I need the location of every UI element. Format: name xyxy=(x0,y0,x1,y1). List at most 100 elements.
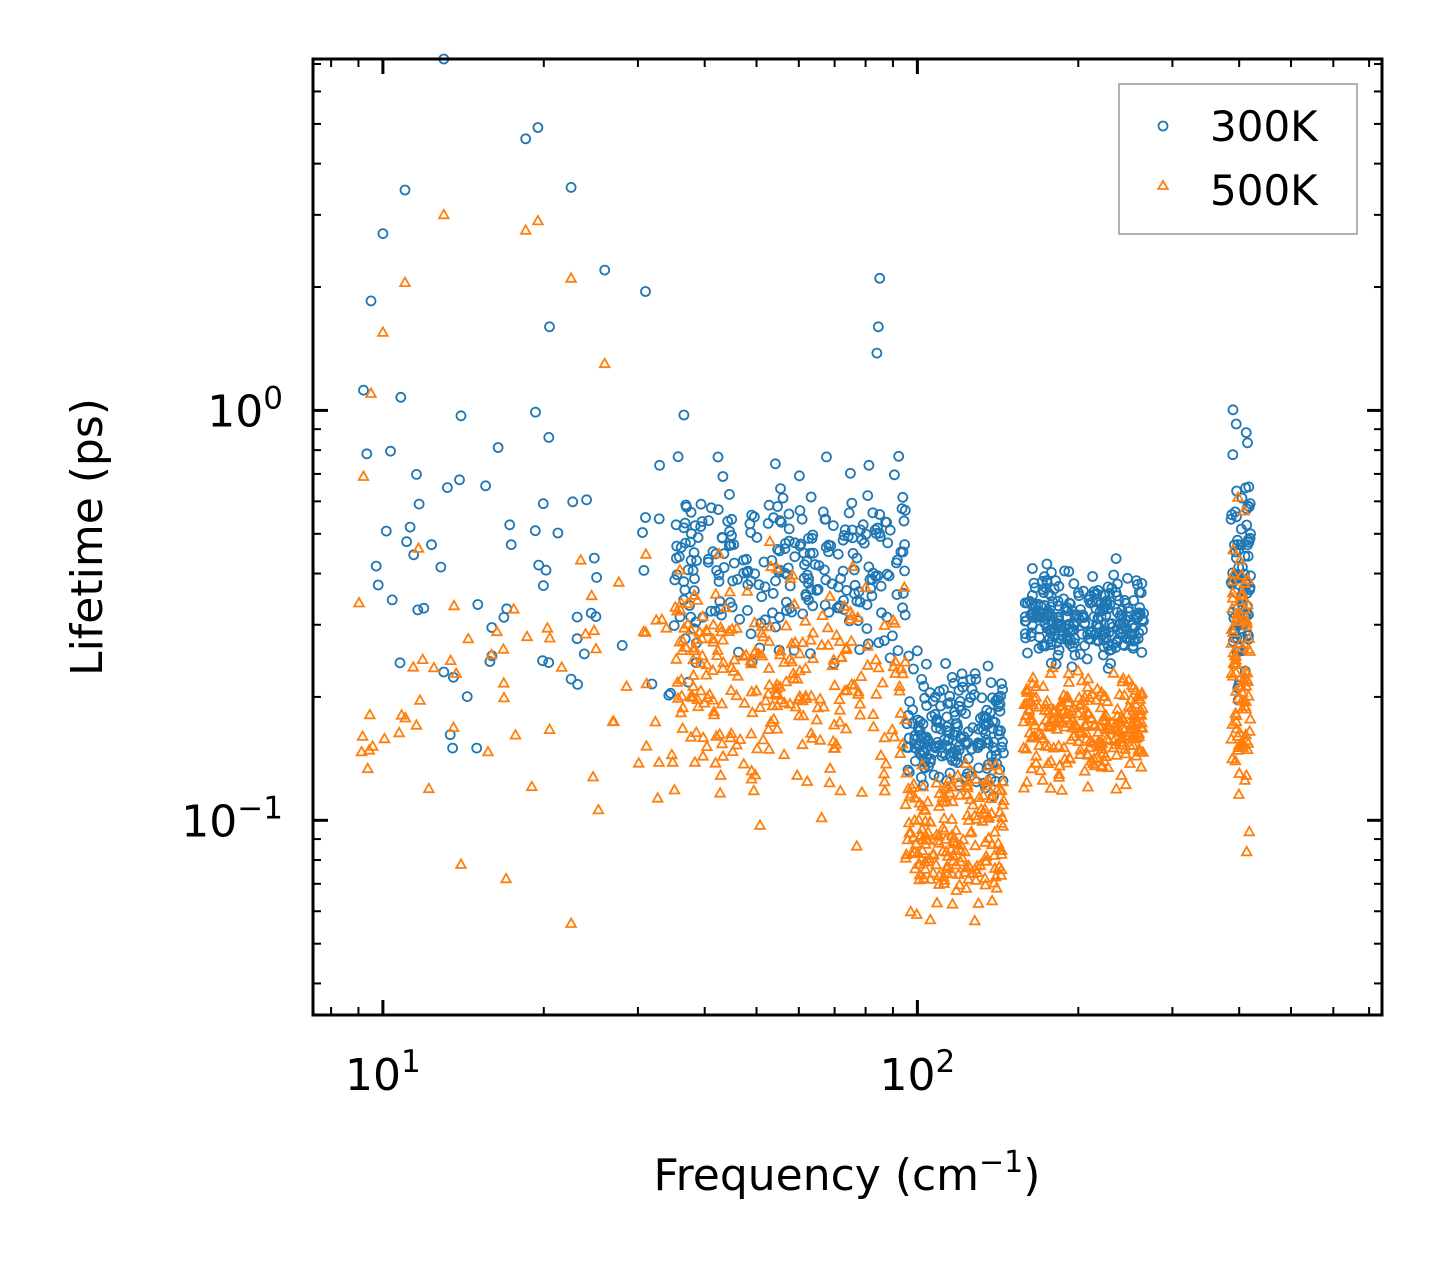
500k-point xyxy=(752,646,765,659)
500k-point xyxy=(965,824,978,837)
300k-point xyxy=(713,576,725,587)
500k-point xyxy=(413,693,427,705)
500k-point xyxy=(848,678,861,690)
500k-point xyxy=(915,758,929,770)
500k-point xyxy=(1099,708,1113,721)
300k-point xyxy=(1039,617,1050,629)
500k-point xyxy=(996,798,1010,810)
300k-point xyxy=(544,321,555,333)
300k-point xyxy=(976,692,988,704)
300k-point xyxy=(1043,587,1054,599)
300k-point xyxy=(394,657,406,669)
300k-point xyxy=(1029,582,1041,594)
300k-point xyxy=(772,501,783,512)
300k-point xyxy=(897,587,909,599)
500k-point xyxy=(1238,670,1252,682)
500k-point xyxy=(978,807,992,819)
300k-point xyxy=(484,656,496,667)
500k-point xyxy=(785,636,799,649)
500k-point xyxy=(733,732,747,744)
500k-point xyxy=(520,629,534,642)
500k-point xyxy=(1238,699,1252,711)
300k-point xyxy=(705,502,717,514)
300k-point xyxy=(867,567,879,579)
500k-point xyxy=(1127,731,1140,744)
300k-point xyxy=(1066,661,1078,673)
500k-point xyxy=(1081,672,1095,684)
300k-point xyxy=(461,691,473,702)
500k-point xyxy=(525,779,539,792)
500k-point xyxy=(968,838,982,851)
500k-point xyxy=(1020,775,1034,787)
500k-point xyxy=(995,862,1008,875)
500k-point xyxy=(894,706,907,718)
300k-point xyxy=(762,518,774,529)
300k-point xyxy=(767,588,779,599)
500k-point xyxy=(564,271,578,283)
500k-point xyxy=(392,725,406,738)
500k-point xyxy=(1039,698,1052,710)
500k-point xyxy=(979,878,992,890)
500k-point xyxy=(1242,689,1255,701)
500k-point xyxy=(1032,738,1046,750)
300k-point xyxy=(670,519,682,531)
300k-point xyxy=(843,507,855,519)
500k-point xyxy=(406,660,420,672)
300k-point xyxy=(780,538,791,549)
500k-point xyxy=(1225,601,1239,613)
500k-point xyxy=(940,861,954,874)
300k-point xyxy=(962,726,974,738)
500k-point xyxy=(690,632,704,644)
300k-point xyxy=(880,516,891,528)
300k-point xyxy=(749,568,761,580)
500k-point xyxy=(681,617,695,629)
300k-point xyxy=(812,583,824,595)
500k-point xyxy=(676,721,689,733)
500k-point xyxy=(1036,773,1050,785)
300k-point xyxy=(567,496,579,508)
500k-point xyxy=(1232,766,1246,778)
500k-point xyxy=(926,848,940,860)
300k-point xyxy=(413,498,425,510)
500k-point xyxy=(531,214,545,226)
500k-point xyxy=(1235,694,1249,706)
500k-point xyxy=(821,638,835,650)
500k-point xyxy=(950,883,963,895)
500k-point xyxy=(777,747,791,760)
500k-point xyxy=(713,786,727,798)
500k-point xyxy=(936,821,950,833)
300k-point xyxy=(825,540,837,552)
500k-point xyxy=(1035,728,1049,740)
300k-point xyxy=(821,451,832,463)
500k-point xyxy=(968,914,982,926)
500k-point xyxy=(962,858,975,871)
300k-point xyxy=(938,684,949,696)
500k-point xyxy=(996,775,1010,787)
500k-point xyxy=(852,685,865,697)
300k-point xyxy=(935,700,946,712)
500k-point xyxy=(1107,741,1120,753)
500k-point xyxy=(709,587,723,599)
500k-point xyxy=(804,633,817,645)
300k-point xyxy=(1099,597,1111,609)
300k-point xyxy=(1132,579,1143,590)
300k-point xyxy=(1236,492,1248,504)
300k-point xyxy=(1083,594,1095,606)
300k-point xyxy=(672,451,684,463)
300k-point xyxy=(1095,611,1107,623)
300k-point xyxy=(705,605,717,617)
300k-point xyxy=(685,506,697,518)
500k-point xyxy=(904,904,918,917)
300k-point xyxy=(1059,565,1070,577)
300k-point xyxy=(1227,404,1239,416)
300k-point xyxy=(970,673,982,685)
500k-point xyxy=(859,580,872,593)
500k-point xyxy=(985,894,999,906)
500k-point xyxy=(688,755,702,767)
500k-point xyxy=(684,730,698,742)
300k-point xyxy=(989,716,1001,728)
500k-point xyxy=(992,763,1006,775)
500k-point xyxy=(1226,586,1240,598)
500k-point xyxy=(364,386,378,398)
500k-point xyxy=(579,627,592,639)
